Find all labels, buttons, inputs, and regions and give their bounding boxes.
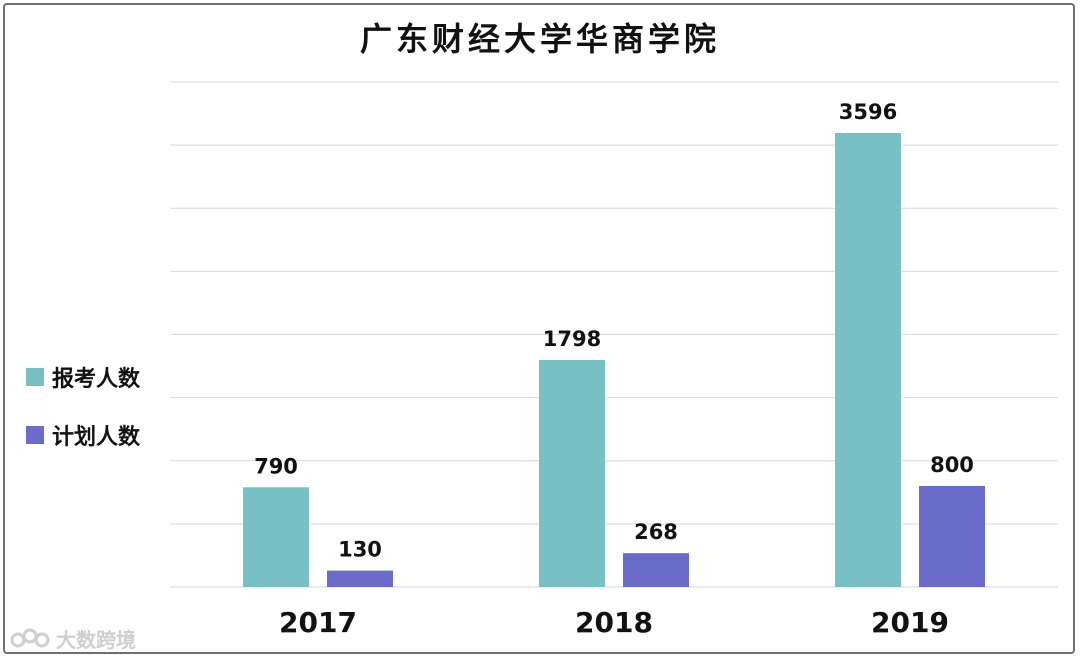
data-label-2019-series-1: 800 [930,453,974,477]
bar-2018-series-0 [539,360,605,587]
bar-2019-series-0 [835,133,901,587]
watermark-text: 大数跨境 [56,628,136,652]
watermark-logo-icon [10,628,50,647]
watermark: 大数跨境 [10,624,136,653]
legend-item-planned: 计划人数 [26,420,140,450]
data-label-2017-series-0: 790 [254,454,298,478]
x-tick-label-2019: 2019 [871,606,949,639]
chart-legend: 报考人数 计划人数 [26,362,140,478]
legend-label-planned: 计划人数 [52,425,141,450]
data-label-2017-series-1: 130 [338,538,382,562]
legend-swatch-planned [26,426,44,444]
bar-2018-series-1 [623,553,689,587]
bar-2019-series-1 [919,486,985,587]
bar-2017-series-1 [327,570,393,587]
data-label-2018-series-0: 1798 [543,327,601,351]
chart-title: 广东财经大学华商学院 [359,20,720,58]
x-tick-label-2017: 2017 [279,606,357,639]
data-label-2019-series-0: 3596 [839,100,897,124]
bar-2017-series-0 [243,487,309,587]
legend-item-applicants: 报考人数 [26,362,140,392]
legend-label-applicants: 报考人数 [52,367,141,392]
data-label-2018-series-1: 268 [634,520,678,544]
legend-swatch-applicants [26,368,44,386]
x-tick-label-2018: 2018 [575,606,653,639]
